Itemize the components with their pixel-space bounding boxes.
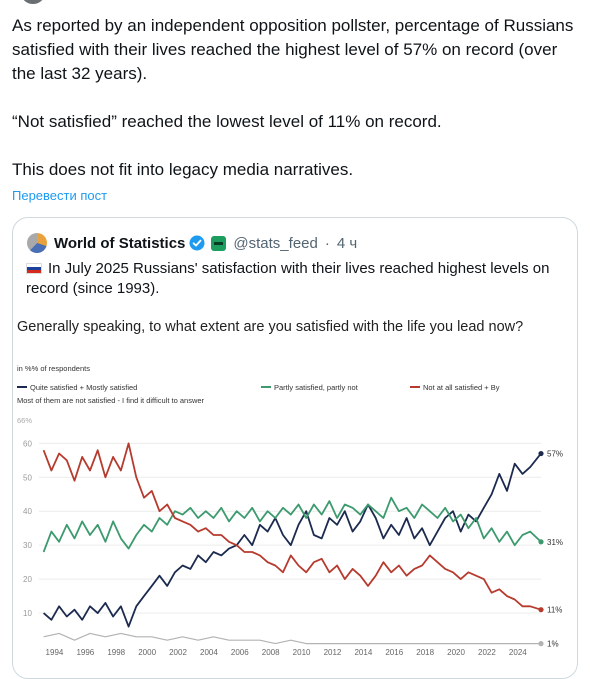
- author-avatar[interactable]: [22, 0, 44, 4]
- satisfaction-line-chart: in %% of respondents Quite satisfied + Mo…: [17, 364, 563, 657]
- legend-label: Quite satisfied + Mostly satisfied: [30, 383, 137, 392]
- y-tick-label: 40: [23, 507, 32, 516]
- series-end-label: 31%: [547, 538, 563, 547]
- series-end-point: [538, 539, 544, 545]
- figure-question-title: Generally speaking, to what extent are y…: [17, 319, 524, 335]
- x-tick-label: 1998: [107, 648, 125, 657]
- x-tick-label: 2016: [385, 648, 403, 657]
- x-tick-label: 2008: [262, 648, 280, 657]
- post-paragraph: This does not fit into legacy media narr…: [12, 160, 354, 179]
- translate-post-link[interactable]: Перевести пост: [12, 188, 108, 203]
- post-paragraph: As reported by an independent opposition…: [12, 16, 574, 83]
- x-tick-label: 2022: [478, 648, 496, 657]
- series-end-label: 11%: [547, 606, 562, 615]
- y-tick-label: 30: [23, 541, 32, 550]
- y-tick-label: 10: [23, 609, 32, 618]
- y-tick-label: 50: [23, 473, 32, 482]
- post-paragraph: “Not satisfied” reached the lowest level…: [12, 112, 442, 131]
- quoted-post-card[interactable]: World of Statistics @stats_feed · 4 ч In…: [12, 217, 578, 679]
- x-tick-label: 2002: [169, 648, 187, 657]
- series-line-0: [43, 452, 542, 628]
- x-tick-label: 2012: [324, 648, 342, 657]
- x-tick-label: 2014: [354, 648, 372, 657]
- post-timestamp[interactable]: 4 ч: [336, 234, 358, 252]
- series-line-1: [42, 496, 542, 553]
- x-tick-label: 2024: [509, 648, 527, 657]
- quoted-author-avatar[interactable]: [27, 233, 47, 253]
- x-tick-label: 1994: [46, 648, 64, 657]
- series-end-point: [538, 607, 544, 613]
- y-tick-top-label: 66%: [17, 416, 32, 425]
- post-text: As reported by an independent opposition…: [12, 14, 582, 182]
- header-separator: ·: [324, 234, 330, 252]
- x-tick-label: 2000: [138, 648, 156, 657]
- series-end-point: [538, 641, 544, 647]
- chart-unit-label: in %% of respondents: [17, 364, 90, 373]
- series-end-label: 57%: [547, 450, 563, 459]
- quoted-post-body: In July 2025 Russians' satisfaction with…: [26, 260, 550, 297]
- legend-label: Partly satisfied, partly not: [274, 383, 359, 392]
- quoted-post-header: World of Statistics @stats_feed · 4 ч: [27, 232, 357, 254]
- quoted-author-handle[interactable]: @stats_feed: [233, 234, 318, 252]
- quoted-author-name[interactable]: World of Statistics: [54, 234, 186, 252]
- quoted-post-text: In July 2025 Russians' satisfaction with…: [26, 259, 566, 299]
- affiliate-badge-icon: [211, 235, 227, 251]
- series-line-3: [43, 632, 541, 645]
- x-tick-label: 2004: [200, 648, 218, 657]
- x-tick-label: 1996: [76, 648, 94, 657]
- legend-note: Most of them are not satisfied - I find …: [17, 396, 205, 405]
- x-tick-label: 2010: [293, 648, 311, 657]
- x-tick-label: 2018: [416, 648, 434, 657]
- series-line-2: [42, 442, 542, 611]
- russia-flag-icon: [26, 263, 42, 274]
- verified-badge-icon: [189, 235, 205, 251]
- legend-label: Not at all satisfied + By: [423, 383, 500, 392]
- x-tick-label: 2006: [231, 648, 249, 657]
- y-tick-label: 20: [23, 575, 32, 584]
- series-end-label: 1%: [547, 640, 559, 649]
- x-tick-label: 2020: [447, 648, 465, 657]
- y-tick-label: 60: [23, 439, 32, 448]
- series-end-point: [538, 450, 544, 457]
